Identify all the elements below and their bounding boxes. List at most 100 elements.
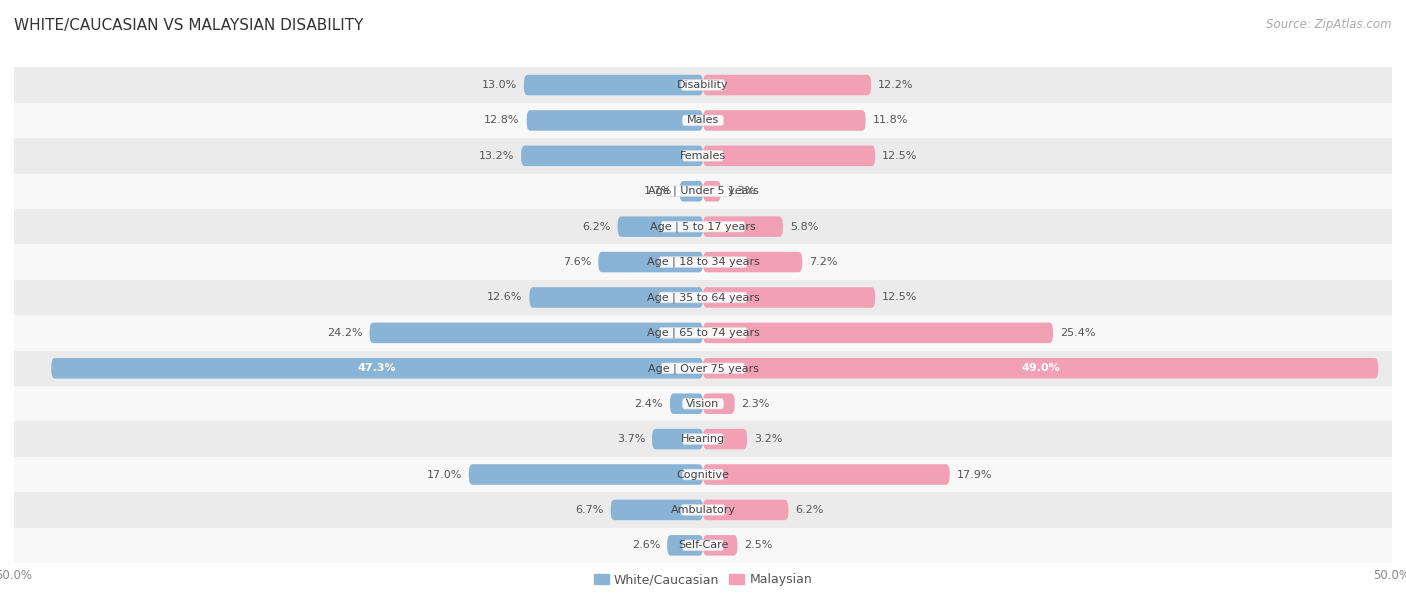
FancyBboxPatch shape bbox=[682, 540, 724, 551]
Text: 6.2%: 6.2% bbox=[796, 505, 824, 515]
Text: Disability: Disability bbox=[678, 80, 728, 90]
Text: 3.7%: 3.7% bbox=[617, 434, 645, 444]
Text: Age | 18 to 34 years: Age | 18 to 34 years bbox=[647, 257, 759, 267]
FancyBboxPatch shape bbox=[659, 327, 747, 338]
Text: 24.2%: 24.2% bbox=[328, 328, 363, 338]
Text: 12.6%: 12.6% bbox=[486, 293, 523, 302]
Text: Age | Under 5 years: Age | Under 5 years bbox=[648, 186, 758, 196]
Text: 1.7%: 1.7% bbox=[644, 186, 672, 196]
FancyBboxPatch shape bbox=[703, 146, 875, 166]
Text: Males: Males bbox=[688, 116, 718, 125]
FancyBboxPatch shape bbox=[652, 429, 703, 449]
Text: Females: Females bbox=[681, 151, 725, 161]
Text: 13.0%: 13.0% bbox=[482, 80, 517, 90]
FancyBboxPatch shape bbox=[530, 287, 703, 308]
FancyBboxPatch shape bbox=[51, 358, 703, 379]
Bar bbox=[14, 315, 1392, 351]
Bar bbox=[14, 138, 1392, 174]
Bar bbox=[14, 209, 1392, 244]
Bar bbox=[14, 67, 1392, 103]
Text: 1.3%: 1.3% bbox=[728, 186, 756, 196]
Text: Ambulatory: Ambulatory bbox=[671, 505, 735, 515]
Text: Self-Care: Self-Care bbox=[678, 540, 728, 550]
FancyBboxPatch shape bbox=[703, 499, 789, 520]
Text: 47.3%: 47.3% bbox=[357, 364, 396, 373]
FancyBboxPatch shape bbox=[679, 181, 703, 201]
FancyBboxPatch shape bbox=[524, 75, 703, 95]
Text: 2.3%: 2.3% bbox=[741, 398, 770, 409]
FancyBboxPatch shape bbox=[681, 505, 725, 515]
FancyBboxPatch shape bbox=[703, 535, 738, 556]
Text: 2.6%: 2.6% bbox=[631, 540, 661, 550]
Bar bbox=[14, 280, 1392, 315]
FancyBboxPatch shape bbox=[682, 115, 724, 125]
Text: 49.0%: 49.0% bbox=[1021, 364, 1060, 373]
FancyBboxPatch shape bbox=[599, 252, 703, 272]
FancyBboxPatch shape bbox=[703, 465, 949, 485]
FancyBboxPatch shape bbox=[527, 110, 703, 131]
Text: 6.7%: 6.7% bbox=[575, 505, 603, 515]
FancyBboxPatch shape bbox=[468, 465, 703, 485]
FancyBboxPatch shape bbox=[703, 75, 872, 95]
Text: 3.2%: 3.2% bbox=[754, 434, 782, 444]
Text: 6.2%: 6.2% bbox=[582, 222, 610, 232]
FancyBboxPatch shape bbox=[659, 257, 747, 267]
FancyBboxPatch shape bbox=[661, 186, 745, 196]
Text: 25.4%: 25.4% bbox=[1060, 328, 1095, 338]
Text: 7.2%: 7.2% bbox=[808, 257, 838, 267]
FancyBboxPatch shape bbox=[703, 110, 866, 131]
Text: Hearing: Hearing bbox=[681, 434, 725, 444]
FancyBboxPatch shape bbox=[682, 151, 724, 161]
Text: 12.5%: 12.5% bbox=[882, 151, 918, 161]
FancyBboxPatch shape bbox=[703, 252, 803, 272]
FancyBboxPatch shape bbox=[703, 323, 1053, 343]
FancyBboxPatch shape bbox=[659, 292, 747, 303]
FancyBboxPatch shape bbox=[703, 358, 1378, 379]
FancyBboxPatch shape bbox=[703, 287, 875, 308]
Text: 5.8%: 5.8% bbox=[790, 222, 818, 232]
Bar bbox=[14, 492, 1392, 528]
FancyBboxPatch shape bbox=[661, 222, 745, 232]
Text: 17.0%: 17.0% bbox=[426, 469, 461, 480]
Bar bbox=[14, 351, 1392, 386]
FancyBboxPatch shape bbox=[703, 394, 735, 414]
Text: Age | 65 to 74 years: Age | 65 to 74 years bbox=[647, 327, 759, 338]
Text: 13.2%: 13.2% bbox=[479, 151, 515, 161]
FancyBboxPatch shape bbox=[668, 535, 703, 556]
Legend: White/Caucasian, Malaysian: White/Caucasian, Malaysian bbox=[589, 569, 817, 591]
Text: Source: ZipAtlas.com: Source: ZipAtlas.com bbox=[1267, 18, 1392, 31]
Bar bbox=[14, 457, 1392, 492]
Text: Age | 35 to 64 years: Age | 35 to 64 years bbox=[647, 292, 759, 303]
FancyBboxPatch shape bbox=[522, 146, 703, 166]
FancyBboxPatch shape bbox=[661, 363, 745, 373]
FancyBboxPatch shape bbox=[370, 323, 703, 343]
Text: 12.5%: 12.5% bbox=[882, 293, 918, 302]
FancyBboxPatch shape bbox=[703, 217, 783, 237]
Text: 2.5%: 2.5% bbox=[744, 540, 773, 550]
FancyBboxPatch shape bbox=[682, 434, 724, 444]
Bar bbox=[14, 528, 1392, 563]
Bar bbox=[14, 103, 1392, 138]
FancyBboxPatch shape bbox=[682, 398, 724, 409]
Text: Age | Over 75 years: Age | Over 75 years bbox=[648, 363, 758, 373]
Text: Vision: Vision bbox=[686, 398, 720, 409]
Text: Cognitive: Cognitive bbox=[676, 469, 730, 480]
Bar bbox=[14, 422, 1392, 457]
FancyBboxPatch shape bbox=[669, 394, 703, 414]
FancyBboxPatch shape bbox=[681, 80, 725, 91]
FancyBboxPatch shape bbox=[703, 181, 721, 201]
FancyBboxPatch shape bbox=[610, 499, 703, 520]
Text: 17.9%: 17.9% bbox=[956, 469, 993, 480]
Bar bbox=[14, 244, 1392, 280]
Text: Age | 5 to 17 years: Age | 5 to 17 years bbox=[650, 222, 756, 232]
Bar bbox=[14, 174, 1392, 209]
Text: 12.2%: 12.2% bbox=[877, 80, 914, 90]
FancyBboxPatch shape bbox=[703, 429, 747, 449]
Text: WHITE/CAUCASIAN VS MALAYSIAN DISABILITY: WHITE/CAUCASIAN VS MALAYSIAN DISABILITY bbox=[14, 18, 363, 34]
Bar bbox=[14, 386, 1392, 422]
FancyBboxPatch shape bbox=[617, 217, 703, 237]
FancyBboxPatch shape bbox=[682, 469, 724, 480]
Text: 12.8%: 12.8% bbox=[484, 116, 520, 125]
Text: 2.4%: 2.4% bbox=[634, 398, 664, 409]
Text: 11.8%: 11.8% bbox=[873, 116, 908, 125]
